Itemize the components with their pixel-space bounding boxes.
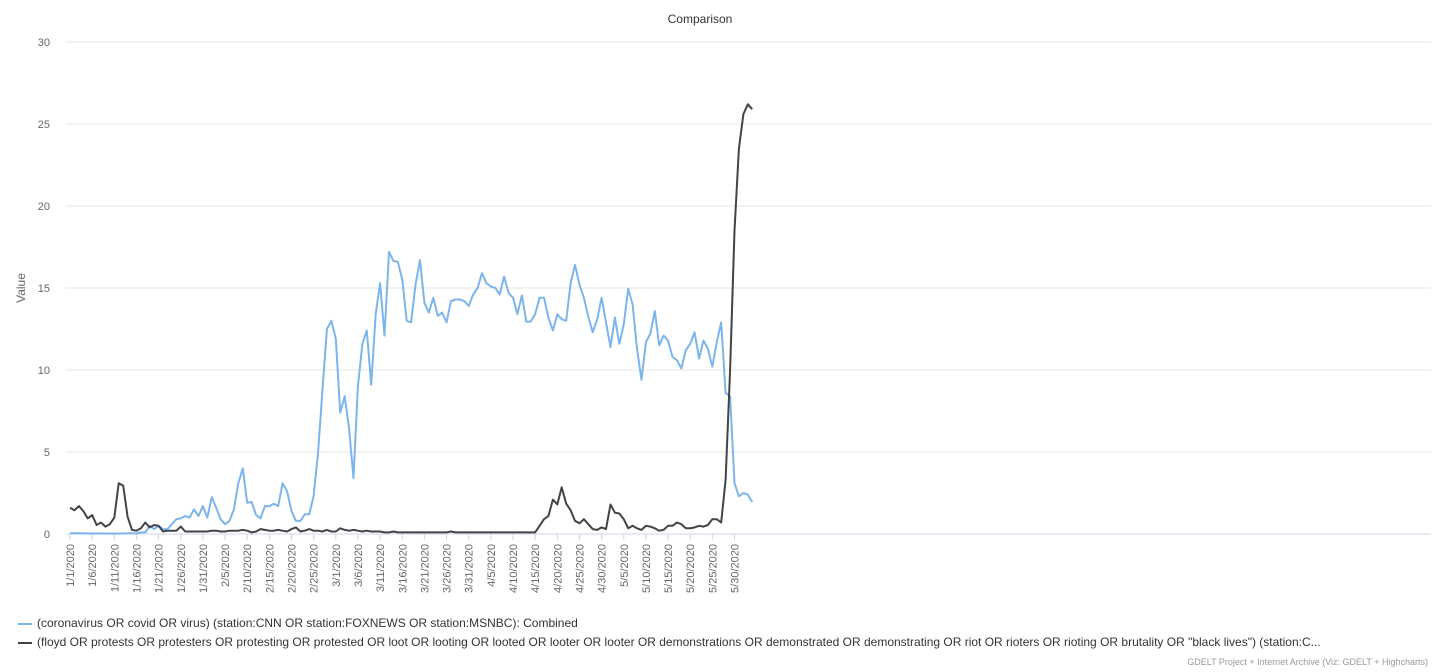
x-tick-label: 3/1/2020 — [331, 544, 343, 587]
series-line-protests[interactable] — [69, 103, 753, 534]
y-tick-label: 15 — [38, 283, 50, 295]
x-tick-label: 1/26/2020 — [176, 544, 188, 593]
x-tick-label: 3/16/2020 — [397, 544, 409, 593]
legend-swatch-protests — [18, 641, 32, 644]
x-tick-label: 5/5/2020 — [619, 544, 631, 587]
x-tick-label: 2/15/2020 — [264, 544, 276, 593]
legend-item-coronavirus[interactable]: (coronavirus OR covid OR virus) (station… — [18, 616, 1428, 630]
x-tick-label: 2/20/2020 — [287, 544, 299, 593]
x-tick-label: 2/10/2020 — [242, 544, 254, 593]
y-tick-label: 20 — [38, 201, 50, 213]
x-tick-label: 1/1/2020 — [65, 544, 77, 587]
x-tick-label: 4/20/2020 — [552, 544, 564, 593]
x-tick-label: 3/6/2020 — [353, 544, 365, 587]
x-tick-label: 3/21/2020 — [419, 544, 431, 593]
x-tick-label: 4/15/2020 — [530, 544, 542, 593]
y-tick-label: 10 — [38, 365, 50, 377]
x-tick-label: 3/31/2020 — [464, 544, 476, 593]
x-tick-label: 4/10/2020 — [508, 544, 520, 593]
x-tick-label: 1/16/2020 — [131, 544, 143, 593]
y-tick-label: 25 — [38, 119, 50, 131]
x-tick-label: 3/11/2020 — [375, 544, 387, 592]
x-tick-label: 4/25/2020 — [574, 544, 586, 593]
x-tick-label: 5/10/2020 — [641, 544, 653, 593]
x-tick-label: 2/25/2020 — [309, 544, 321, 593]
x-tick-label: 4/5/2020 — [486, 544, 498, 587]
legend-swatch-coronavirus — [18, 622, 32, 625]
y-tick-label: 5 — [44, 447, 50, 459]
x-axis-ticks: 1/1/2020 1/6/2020 1/11/2020 1/16/2020 1/21/2… — [65, 534, 742, 593]
x-tick-label: 3/26/2020 — [442, 544, 454, 593]
series-line-coronavirus[interactable] — [69, 250, 754, 535]
x-tick-label: 1/21/2020 — [154, 544, 166, 593]
legend-label-protests: (floyd OR protests OR protesters OR prot… — [37, 635, 1321, 649]
series-lines — [69, 103, 754, 535]
y-tick-label: 30 — [38, 37, 50, 49]
legend-item-protests[interactable]: (floyd OR protests OR protesters OR prot… — [18, 635, 1428, 649]
x-tick-label: 2/5/2020 — [220, 544, 232, 587]
x-tick-label: 1/11/2020 — [109, 544, 121, 592]
credits[interactable]: GDELT Project + Internet Archive (Viz: G… — [1187, 657, 1428, 667]
x-tick-label: 1/31/2020 — [198, 544, 210, 593]
chart-title: Comparison — [668, 12, 733, 26]
x-tick-label: 5/25/2020 — [707, 544, 719, 593]
y-axis-ticks: 0 5 10 15 20 25 30 — [38, 37, 50, 541]
x-tick-label: 5/15/2020 — [663, 544, 675, 593]
gridlines — [66, 41, 1431, 535]
legend-label-coronavirus: (coronavirus OR covid OR virus) (station… — [37, 616, 578, 630]
x-tick-label: 1/6/2020 — [87, 544, 99, 587]
x-tick-label: 4/30/2020 — [597, 544, 609, 593]
x-tick-label: 5/30/2020 — [730, 544, 742, 593]
x-tick-label: 5/20/2020 — [685, 544, 697, 593]
y-tick-label: 0 — [44, 529, 50, 541]
y-axis-label: Value — [14, 273, 28, 303]
